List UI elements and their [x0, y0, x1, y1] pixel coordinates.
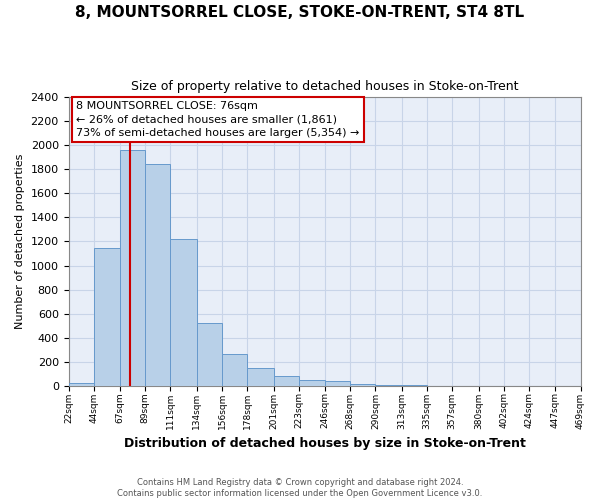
Bar — [247, 368, 274, 386]
Bar — [94, 248, 120, 386]
Bar — [120, 150, 145, 386]
Bar — [170, 239, 197, 386]
Bar — [145, 164, 170, 386]
Bar — [299, 380, 325, 386]
Bar — [376, 385, 402, 386]
Bar — [350, 384, 376, 386]
Bar — [274, 376, 299, 386]
Text: 8 MOUNTSORREL CLOSE: 76sqm
← 26% of detached houses are smaller (1,861)
73% of s: 8 MOUNTSORREL CLOSE: 76sqm ← 26% of deta… — [76, 102, 359, 138]
Bar — [325, 381, 350, 386]
Title: Size of property relative to detached houses in Stoke-on-Trent: Size of property relative to detached ho… — [131, 80, 518, 93]
Text: Contains HM Land Registry data © Crown copyright and database right 2024.
Contai: Contains HM Land Registry data © Crown c… — [118, 478, 482, 498]
Bar — [222, 354, 247, 386]
Text: 8, MOUNTSORREL CLOSE, STOKE-ON-TRENT, ST4 8TL: 8, MOUNTSORREL CLOSE, STOKE-ON-TRENT, ST… — [76, 5, 524, 20]
Bar — [197, 324, 222, 386]
Y-axis label: Number of detached properties: Number of detached properties — [15, 154, 25, 329]
X-axis label: Distribution of detached houses by size in Stoke-on-Trent: Distribution of detached houses by size … — [124, 437, 526, 450]
Bar — [68, 383, 94, 386]
